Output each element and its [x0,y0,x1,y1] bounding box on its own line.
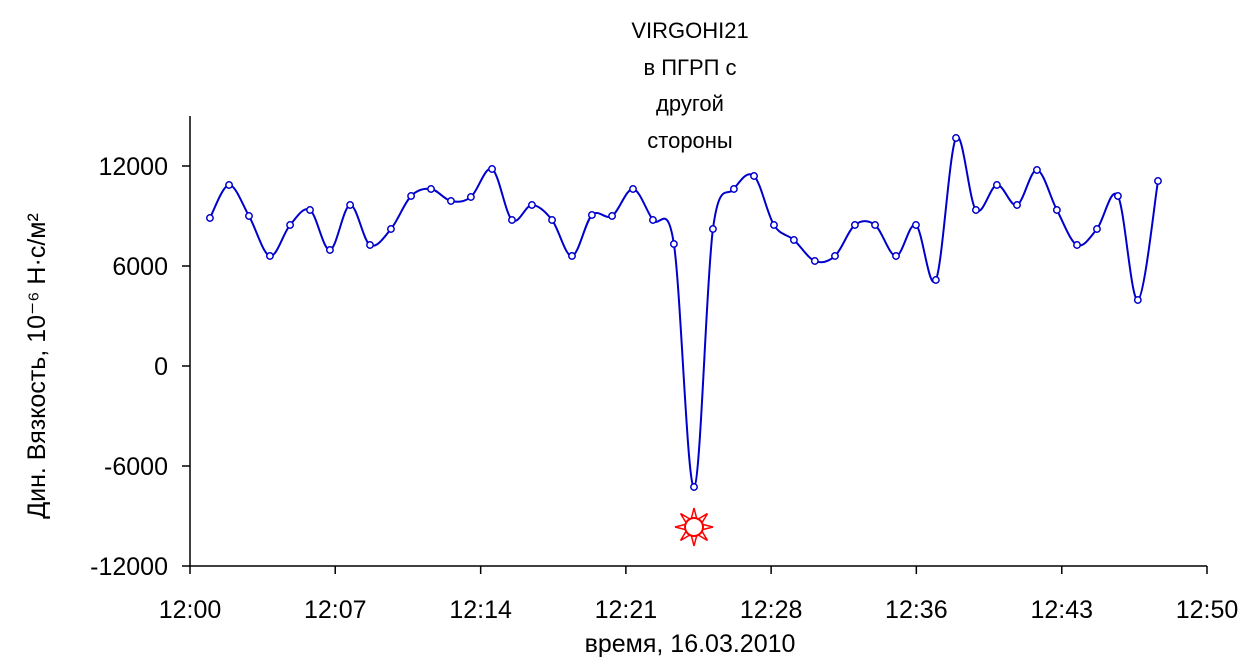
sun-disc [684,517,705,537]
data-point [568,252,576,260]
chart-title: VIRGOHI21 [631,18,748,43]
data-point [245,212,253,220]
data-point [952,134,960,142]
data-point [205,214,214,222]
data-point [629,185,637,193]
data-point [427,185,435,193]
sun-marker [674,507,714,547]
data-point [831,252,839,260]
data-point [850,221,859,229]
x-tick-label: 12:43 [1030,596,1093,624]
data-point [265,252,274,260]
data-point [527,201,536,209]
data-point [690,483,698,491]
data-point [892,252,900,260]
data-point [1154,177,1162,185]
data-point [447,197,455,205]
chart-title: в ПГРП с [643,55,736,80]
y-axis-label: Дин. Вязкость, 10⁻⁶ Н·с/м² [23,213,51,519]
x-tick-label: 12:14 [449,596,512,624]
y-tick-label: 12000 [98,153,168,181]
data-point [466,193,475,201]
data-point [407,192,416,200]
data-point [387,225,395,233]
data-point [325,246,334,254]
data-point [770,221,778,229]
data-point [587,211,596,219]
data-point [1033,166,1041,174]
data-point [508,216,516,224]
data-point [1093,225,1101,233]
data-point [931,276,940,284]
data-point [911,221,920,229]
data-point [1073,241,1081,249]
y-tick-label: 0 [154,353,168,381]
chart-title: другой [656,91,724,116]
x-tick-label: 12:07 [304,596,367,624]
data-point [225,181,234,189]
y-tick-label: -12000 [90,553,168,581]
data-point [789,236,798,244]
data-point [548,216,557,224]
data-point [810,257,819,265]
data-point [488,165,496,173]
data-point [346,201,355,209]
data-point [1113,192,1122,200]
data-point [708,225,717,233]
y-tick-label: 6000 [112,253,168,281]
x-axis-label: время, 16.03.2010 [585,630,796,658]
data-point [971,206,980,214]
data-point [669,240,678,248]
data-point [1133,296,1142,304]
data-point [366,241,374,249]
data-point [1013,201,1021,209]
data-point [648,216,657,224]
data-point [992,181,1001,189]
data-point [286,221,295,229]
series-line [209,135,1159,489]
data-point [608,212,617,220]
x-tick-label: 12:50 [1176,596,1239,624]
data-point [306,206,314,214]
data-point [1052,206,1061,214]
sun-rays [674,507,714,547]
data-point [729,185,738,193]
x-tick-label: 12:00 [159,596,222,624]
chart-title: стороны [647,128,733,153]
x-tick-label: 12:36 [885,596,948,624]
x-tick-label: 12:28 [740,596,803,624]
data-point [750,172,758,180]
y-tick-label: -6000 [104,453,168,481]
data-point [871,221,880,229]
x-tick-label: 12:21 [595,596,658,624]
